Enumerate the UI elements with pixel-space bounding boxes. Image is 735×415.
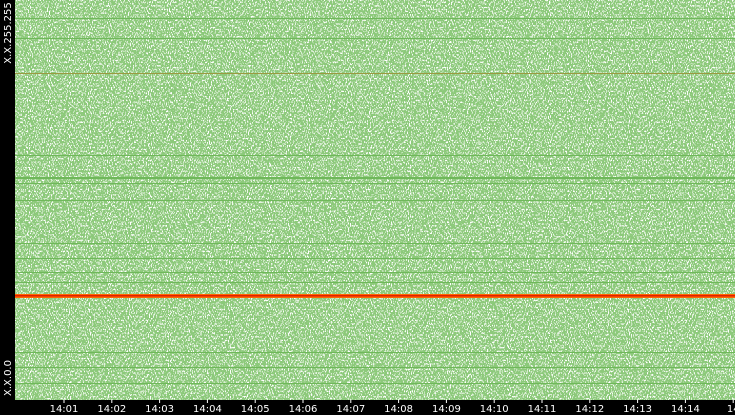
x-axis-strip <box>0 400 735 415</box>
x-tick-label: 14:04 <box>193 404 222 415</box>
x-tick-label: 14:10 <box>480 404 509 415</box>
x-tick-label: 14 <box>727 404 735 415</box>
x-tick-label: 14:02 <box>97 404 126 415</box>
x-tick-label: 14:05 <box>241 404 270 415</box>
x-tick-label: 14:03 <box>145 404 174 415</box>
x-tick-label: 14:09 <box>432 404 461 415</box>
x-tick-label: 14:06 <box>289 404 318 415</box>
x-tick-label: 14:12 <box>575 404 604 415</box>
x-tick-label: 14:13 <box>623 404 652 415</box>
x-tick-label: 14:11 <box>528 404 557 415</box>
x-tick-label: 14:14 <box>671 404 700 415</box>
plot-area <box>15 0 735 400</box>
y-axis-strip <box>0 0 15 415</box>
x-tick-label: 14:07 <box>336 404 365 415</box>
hot-line-core <box>15 295 735 297</box>
flow-lines <box>15 18 735 384</box>
x-tick-label: 14:08 <box>384 404 413 415</box>
y-label-bottom: X.X.0.0 <box>3 360 14 396</box>
y-label-top: X.X.255.255 <box>3 2 14 63</box>
x-tick-label: 14:01 <box>50 404 79 415</box>
x-axis: 14:01 14:02 14:03 14:04 14:05 14:06 14:07 14:08… <box>50 399 735 415</box>
